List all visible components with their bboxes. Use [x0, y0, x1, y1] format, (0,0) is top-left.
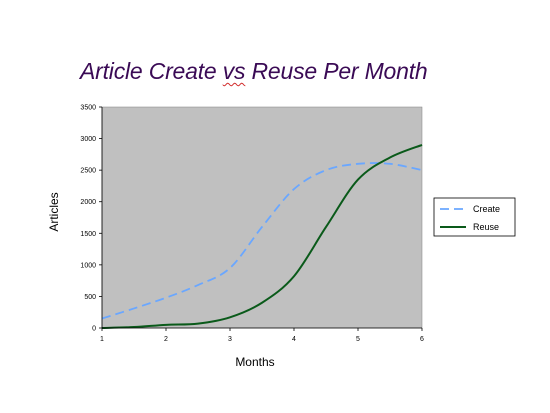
y-tick-label: 3000	[80, 136, 96, 143]
slide-title: Article Create vs Reuse Per Month	[80, 58, 428, 85]
title-part-2: Reuse Per Month	[245, 58, 428, 84]
title-part-1: Article Create	[80, 58, 223, 84]
series-line-create	[101, 162, 423, 320]
y-ticks: 0 500 1000 1500 2000 2500 3000 3500	[80, 105, 102, 333]
x-tick-label: 1	[100, 336, 104, 343]
y-tick-label: 1000	[80, 262, 96, 269]
y-tick-label: 3500	[80, 105, 96, 112]
y-tick-label: 2500	[80, 168, 96, 175]
plot-area	[101, 106, 423, 329]
x-tick-label: 3	[228, 336, 232, 343]
legend: Create Reuse	[433, 197, 516, 237]
title-vs: vs	[222, 58, 246, 84]
y-axis-label: Articles	[47, 192, 61, 231]
y-tick-label: 2000	[80, 199, 96, 206]
x-tick-label: 2	[164, 336, 168, 343]
series-layer	[101, 143, 423, 329]
legend-box	[433, 197, 516, 237]
legend-label-reuse: Reuse	[473, 222, 499, 232]
y-tick-label: 1500	[80, 231, 96, 238]
x-tick-label: 4	[292, 336, 296, 343]
x-axis-label: Months	[235, 355, 274, 369]
x-ticks: 1 2 3 4 5 6	[100, 328, 424, 343]
y-tick-label: 0	[92, 326, 96, 333]
x-tick-label: 6	[420, 336, 424, 343]
legend-label-create: Create	[473, 204, 500, 214]
y-tick-label: 500	[84, 294, 96, 301]
series-line-reuse	[101, 143, 423, 329]
x-tick-label: 5	[356, 336, 360, 343]
